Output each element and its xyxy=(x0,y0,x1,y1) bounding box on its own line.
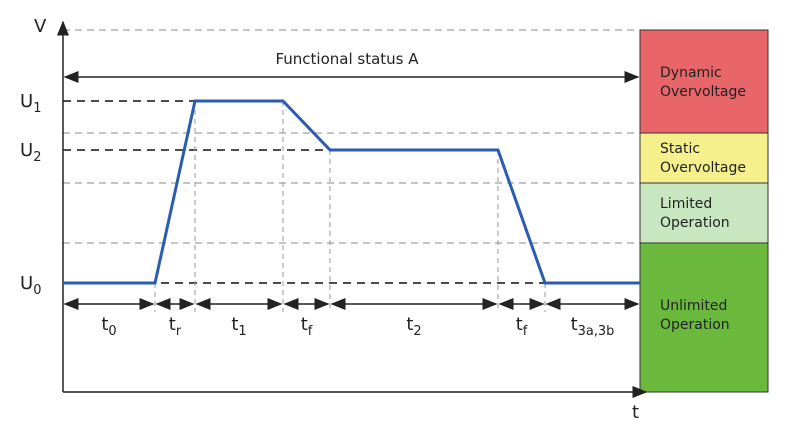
level-label: U2 xyxy=(20,140,41,165)
interval-label-base: t xyxy=(516,314,523,335)
interval-label-base: t xyxy=(571,314,578,335)
interval-label-sub: f xyxy=(308,324,313,339)
y-axis-label: V xyxy=(34,16,47,37)
interval-label: t3a,3b xyxy=(571,314,615,339)
zone-label: Overvoltage xyxy=(660,84,746,100)
voltage-curve xyxy=(63,99,640,285)
level-lines xyxy=(63,100,640,284)
interval-label: t1 xyxy=(231,314,246,339)
zone-labels: Dynamic Overvoltage Static Overvoltage L… xyxy=(660,65,746,333)
zone-label: Overvoltage xyxy=(660,160,746,176)
zone-label: Operation xyxy=(660,215,730,231)
zone-static xyxy=(639,132,769,184)
level-label-base: U xyxy=(20,140,33,161)
level-label-sub: 0 xyxy=(33,283,41,298)
interval-label-base: t xyxy=(406,314,413,335)
interval-label: t0 xyxy=(101,314,116,339)
interval-label: t2 xyxy=(406,314,421,339)
interval-label-sub: r xyxy=(176,324,182,339)
zone-label: Operation xyxy=(660,317,730,333)
interval-label-sub: 3a,3b xyxy=(578,324,615,339)
level-label-base: U xyxy=(20,273,33,294)
level-label-base: U xyxy=(20,91,33,112)
level-label-sub: 1 xyxy=(33,101,41,116)
level-label: U1 xyxy=(20,91,41,116)
zone-limited xyxy=(639,182,769,244)
zone-label: Limited xyxy=(660,196,712,212)
interval-label-base: t xyxy=(301,314,308,335)
interval-label: tf xyxy=(516,314,528,339)
grid xyxy=(63,29,640,244)
zone-unlimited xyxy=(639,242,769,393)
interval-label-sub: 2 xyxy=(413,324,421,339)
level-label: U0 xyxy=(20,273,41,298)
zone-label: Static xyxy=(660,141,700,157)
interval-label: tf xyxy=(301,314,313,339)
interval-label-base: t xyxy=(169,314,176,335)
x-axis-label: t xyxy=(632,402,639,423)
interval-arrows: t0 tr t1 tf t2 tf t3a,3b xyxy=(63,298,640,339)
zone-label: Unlimited xyxy=(660,298,727,314)
interval-label-sub: f xyxy=(523,324,528,339)
time-guides xyxy=(154,101,546,312)
interval-label-sub: 1 xyxy=(238,324,246,339)
zone-label: Dynamic xyxy=(660,65,722,81)
interval-label-base: t xyxy=(101,314,108,335)
status-label: Functional status A xyxy=(275,50,419,68)
interval-label-base: t xyxy=(231,314,238,335)
zone-dynamic xyxy=(639,29,769,134)
interval-label-sub: 0 xyxy=(108,324,116,339)
level-label-sub: 2 xyxy=(33,150,41,165)
interval-label: tr xyxy=(169,314,182,339)
